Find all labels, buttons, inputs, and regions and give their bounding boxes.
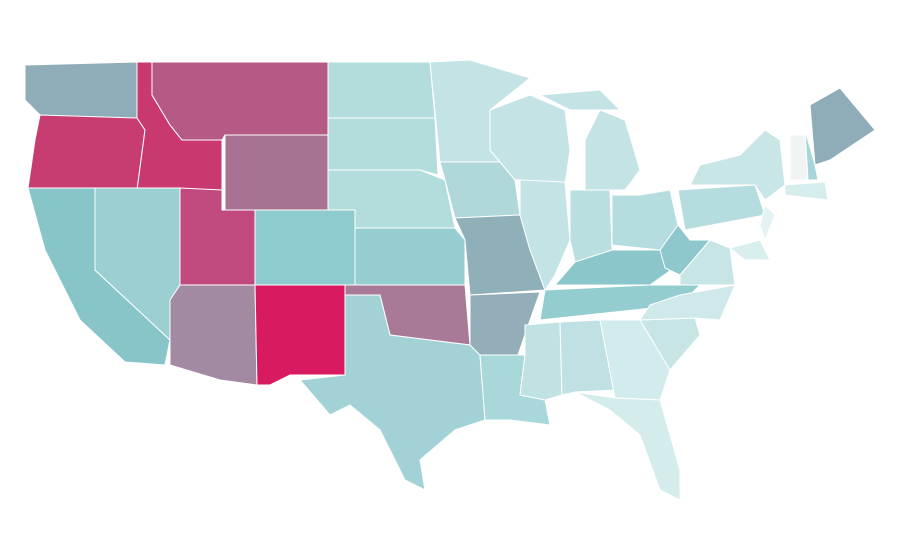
state: [689, 129, 786, 201]
state: [659, 224, 712, 276]
state: [254, 209, 356, 286]
state: [151, 61, 329, 141]
state: [809, 87, 876, 166]
state: [584, 109, 641, 191]
state: [728, 239, 771, 261]
state: [639, 284, 736, 321]
state: [519, 321, 563, 401]
state: [574, 391, 681, 501]
state: [254, 284, 346, 386]
state: [759, 204, 776, 242]
state: [27, 114, 146, 191]
state: [679, 239, 736, 286]
state: [569, 189, 613, 263]
state: [804, 129, 819, 181]
state: [677, 184, 766, 231]
state: [169, 284, 258, 386]
state: [224, 134, 329, 211]
state: [519, 179, 571, 292]
state: [327, 61, 436, 119]
state: [327, 117, 439, 176]
state: [354, 227, 466, 286]
state: [784, 181, 829, 201]
state: [599, 319, 671, 401]
state: [24, 61, 138, 119]
state: [538, 89, 622, 111]
state: [299, 294, 486, 491]
state: [559, 319, 616, 396]
